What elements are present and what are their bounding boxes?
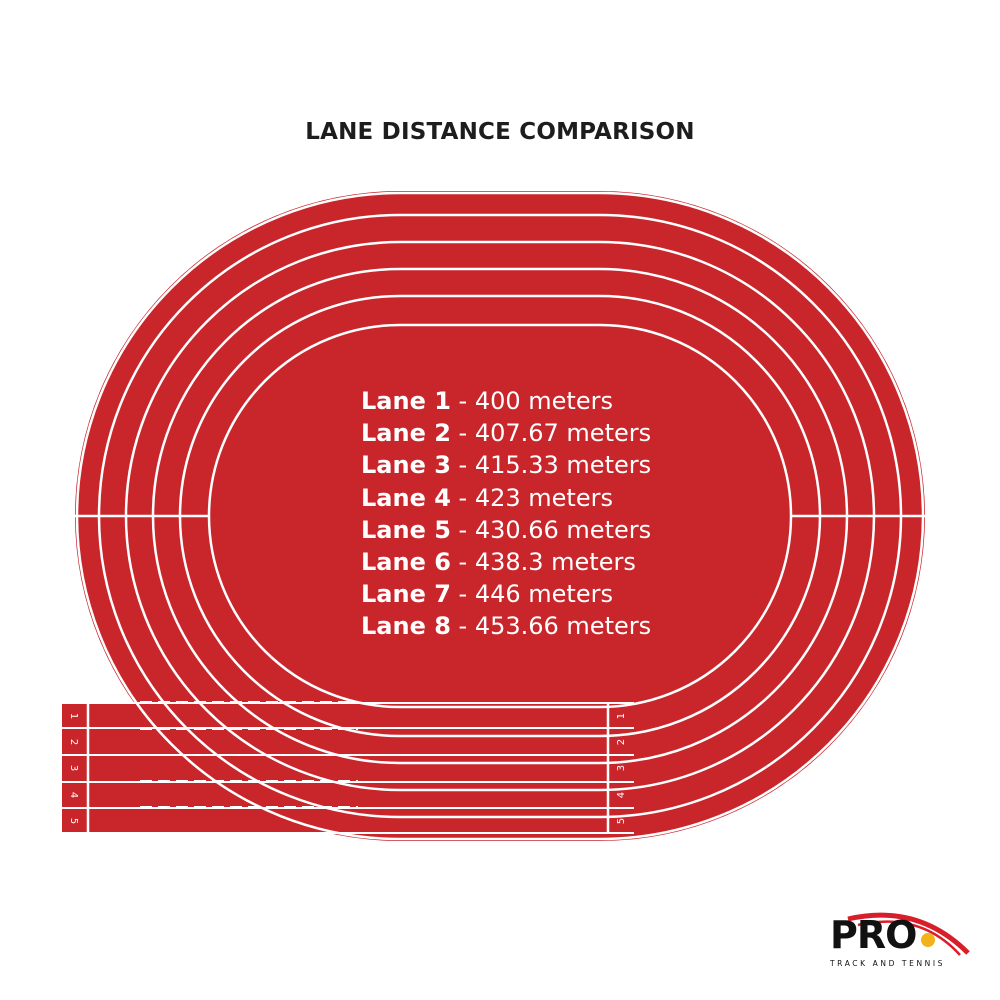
lane-distance: - 430.66 meters — [450, 515, 652, 544]
start-lane-number: 4 — [68, 792, 79, 798]
start-lane-number: 3 — [68, 765, 79, 771]
lane-name: Lane 1 — [361, 387, 451, 415]
lane-line — [207, 323, 793, 709]
tennis-ball-icon — [921, 933, 935, 947]
lane-distance-item: Lane 1 - 400 meters — [361, 385, 651, 417]
finish-lane-number: 3 — [616, 765, 627, 771]
lane-line — [124, 240, 876, 792]
lane-line — [151, 267, 849, 765]
lane-name: Lane 5 — [361, 515, 451, 544]
lane-distance: - 400 meters — [450, 387, 613, 415]
lane-name: Lane 2 — [361, 419, 451, 448]
logo-tagline: TRACK AND TENNIS — [830, 959, 946, 968]
lane-name: Lane 6 — [361, 547, 451, 576]
finish-lane-number: 1 — [616, 713, 627, 719]
lane-line — [97, 213, 903, 819]
lane-distance-item: Lane 2 - 407.67 meters — [361, 417, 651, 449]
start-lane-number: 1 — [68, 713, 79, 719]
finish-lane-number: 4 — [616, 792, 627, 798]
lane-distance-item: Lane 4 - 423 meters — [361, 482, 651, 514]
logo-swoosh-icon — [847, 912, 970, 956]
pro-track-and-tennis-logo: PRO TRACK AND TENNIS — [828, 905, 973, 975]
lane-distance: - 423 meters — [450, 483, 613, 512]
lane-distance: - 407.67 meters — [450, 419, 652, 448]
lane-distance: - 438.3 meters — [450, 547, 636, 576]
logo-brand: PRO — [830, 913, 917, 957]
finish-lane-number: 2 — [616, 739, 627, 745]
lane-distance: - 453.66 meters — [450, 612, 652, 641]
start-lane-number: 5 — [68, 818, 79, 824]
lane-distance-item: Lane 8 - 453.66 meters — [361, 610, 651, 642]
diagram-title: LANE DISTANCE COMPARISON — [305, 119, 695, 145]
lane-distance-item: Lane 5 - 430.66 meters — [361, 514, 651, 546]
lane-name: Lane 8 — [361, 612, 451, 641]
lane-distance: - 446 meters — [450, 580, 613, 609]
lane-name: Lane 7 — [361, 580, 451, 609]
lane-line — [75, 191, 925, 841]
lane-line — [178, 294, 822, 738]
lane-name: Lane 3 — [361, 451, 451, 480]
track-oval — [75, 191, 925, 841]
finish-lane-number: 5 — [616, 818, 627, 824]
lane-distance-list: Lane 1 - 400 meters Lane 2 - 407.67 meter… — [361, 385, 651, 643]
start-lane-number: 2 — [68, 739, 79, 745]
lane-distance: - 415.33 meters — [450, 451, 652, 480]
lane-name: Lane 4 — [361, 483, 451, 512]
lane-distance-item: Lane 6 - 438.3 meters — [361, 546, 651, 578]
lane-distance-item: Lane 3 - 415.33 meters — [361, 449, 651, 481]
lane-distance-item: Lane 7 - 446 meters — [361, 578, 651, 610]
